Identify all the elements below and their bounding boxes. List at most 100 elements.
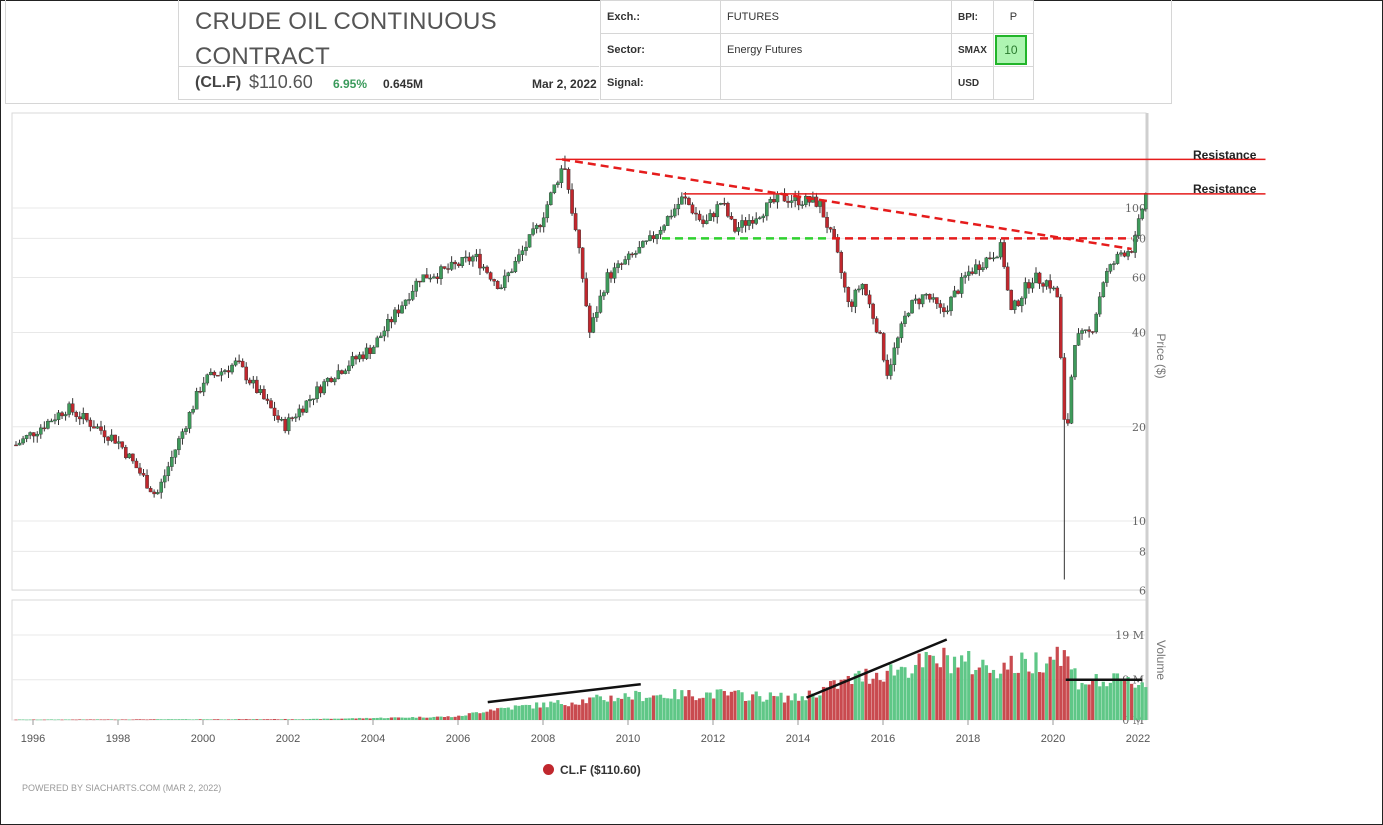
volume-bar [680, 690, 684, 720]
volume-bar [375, 717, 379, 720]
candle-body [269, 400, 273, 409]
x-tick-label: 2002 [276, 733, 300, 745]
volume-bar [867, 683, 872, 720]
candle-body [538, 225, 542, 228]
volume-bar [1027, 671, 1031, 720]
volume-bar [318, 719, 323, 720]
volume-bar [1055, 646, 1059, 720]
volume-bar [393, 717, 397, 720]
volume-bar [811, 693, 815, 720]
x-tick-label: 2012 [701, 733, 725, 745]
candle-body [499, 287, 504, 290]
candle-body [120, 441, 125, 448]
candle-body [435, 276, 440, 279]
candle-body [332, 378, 337, 383]
volume-bar [839, 679, 843, 720]
volume-bar [361, 718, 365, 720]
volume-bar [648, 697, 652, 720]
volume-bar [428, 717, 432, 720]
volume-bar [386, 718, 390, 720]
candle-body [386, 318, 390, 332]
candle-body [991, 257, 996, 260]
volume-trend-line-2 [806, 638, 948, 699]
candle-body [828, 227, 833, 230]
candle-body [201, 382, 206, 393]
volume-bar [127, 719, 131, 721]
volume-bar [315, 718, 319, 720]
volume-bar [779, 692, 783, 720]
candle-body [460, 257, 465, 266]
candle-body [878, 332, 882, 334]
volume-bar [906, 677, 911, 720]
volume-bar [81, 719, 85, 721]
candle-body [495, 281, 500, 290]
candle-body [931, 297, 936, 300]
volume-bar [563, 705, 567, 720]
candle-body [867, 294, 872, 305]
candle-body [708, 213, 712, 221]
candle-body [442, 266, 447, 269]
volume-bar [1144, 687, 1148, 720]
volume-bar [782, 702, 787, 720]
volume-bar [1048, 656, 1052, 720]
volume-bar [180, 719, 185, 720]
candle-body [644, 240, 649, 242]
volume-bar [715, 689, 719, 720]
volume-bar [602, 700, 606, 720]
volume-bar [1108, 682, 1112, 720]
volume-bar [977, 667, 981, 720]
volume-bar [860, 681, 865, 720]
volume-bar [1091, 681, 1095, 720]
candle-body [272, 407, 277, 416]
volume-bar [570, 702, 574, 720]
volume-bar [223, 719, 227, 721]
candle-body [534, 225, 539, 229]
candle-body [502, 275, 507, 289]
volume-bar [1130, 683, 1134, 720]
volume-bar [754, 691, 758, 720]
volume-bar [804, 700, 808, 720]
volume-bar [148, 719, 153, 720]
volume-bar [258, 719, 262, 720]
volume-bar [1087, 684, 1091, 720]
candle-body [488, 272, 493, 280]
volume-bar [237, 719, 241, 720]
chart-legend[interactable]: CL.F ($110.60) [543, 763, 641, 777]
volume-bar [481, 712, 486, 720]
downtrend-line [561, 158, 1132, 251]
volume-bar [488, 709, 493, 720]
volume-bar [903, 667, 907, 720]
candle-body [602, 292, 606, 297]
exch-label: Exch.: [600, 0, 721, 34]
candle-body [85, 413, 89, 421]
volume-bar [623, 693, 627, 720]
volume-bar [1101, 681, 1105, 720]
candle-body [920, 294, 925, 305]
x-tick-label: 2022 [1126, 733, 1150, 745]
candle-body [219, 371, 224, 376]
candle-body [906, 312, 911, 317]
candle-body [595, 312, 599, 318]
volume-bar [216, 719, 220, 720]
resistance-label-lower: Resistance [1193, 182, 1257, 196]
candle-body [935, 297, 939, 304]
candle-body [417, 280, 422, 283]
volume-bar [1119, 680, 1123, 720]
candle-body [637, 247, 642, 254]
volume-bar [531, 708, 535, 720]
candle-body [255, 379, 259, 393]
volume-bar [1140, 682, 1144, 720]
volume-bar [956, 667, 960, 720]
candle-body [690, 204, 695, 214]
candle-body [864, 283, 868, 296]
signal-value [720, 66, 952, 100]
candle-body [127, 453, 132, 458]
volume-bar [1013, 673, 1017, 720]
volume-bar [74, 719, 78, 721]
candle-body [959, 277, 964, 294]
volume-bar [102, 719, 107, 721]
candle-body [910, 300, 914, 314]
candle-body [853, 289, 858, 307]
volume-bar [1045, 663, 1049, 720]
volume-bar [1126, 677, 1130, 720]
